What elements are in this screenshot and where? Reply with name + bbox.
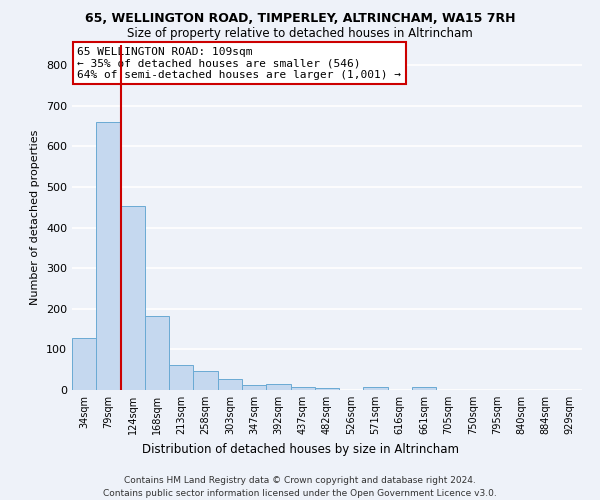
Text: Size of property relative to detached houses in Altrincham: Size of property relative to detached ho… bbox=[127, 28, 473, 40]
Text: Contains HM Land Registry data © Crown copyright and database right 2024.
Contai: Contains HM Land Registry data © Crown c… bbox=[103, 476, 497, 498]
Y-axis label: Number of detached properties: Number of detached properties bbox=[31, 130, 40, 305]
Bar bbox=[412, 387, 436, 390]
Bar bbox=[121, 206, 145, 390]
Bar bbox=[364, 387, 388, 390]
Text: 65, WELLINGTON ROAD, TIMPERLEY, ALTRINCHAM, WA15 7RH: 65, WELLINGTON ROAD, TIMPERLEY, ALTRINCH… bbox=[85, 12, 515, 26]
Text: 65 WELLINGTON ROAD: 109sqm
← 35% of detached houses are smaller (546)
64% of sem: 65 WELLINGTON ROAD: 109sqm ← 35% of deta… bbox=[77, 46, 401, 80]
Bar bbox=[169, 365, 193, 390]
Bar bbox=[72, 338, 96, 390]
Bar bbox=[266, 384, 290, 390]
Bar bbox=[218, 378, 242, 390]
Bar bbox=[315, 388, 339, 390]
Bar bbox=[96, 122, 121, 390]
Bar bbox=[145, 316, 169, 390]
Bar bbox=[290, 387, 315, 390]
Bar bbox=[193, 371, 218, 390]
Text: Distribution of detached houses by size in Altrincham: Distribution of detached houses by size … bbox=[142, 442, 458, 456]
Bar bbox=[242, 385, 266, 390]
